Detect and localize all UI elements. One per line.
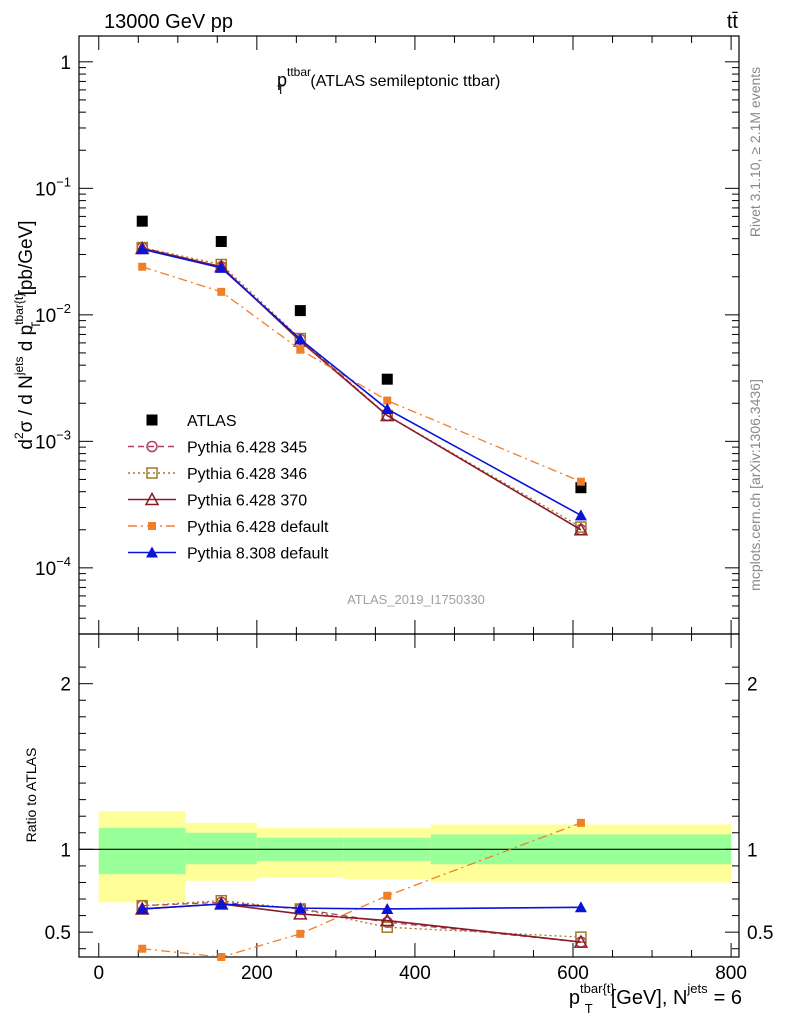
band-inner-0 [98, 827, 186, 875]
header-left: 13000 GeV pp [104, 11, 233, 33]
ratio-point-p8def-2 [294, 902, 307, 914]
main-series-p8def [136, 243, 587, 521]
legend-entry-p6def: Pythia 6.428 default [128, 519, 329, 536]
legend-label-p370: Pythia 6.428 370 [187, 493, 307, 510]
ratio-point-p346-4 [575, 931, 587, 943]
ratio-uncertainty-bands [79, 811, 739, 903]
plot-title: pttbar T (ATLAS semileptonic ttbar) [277, 65, 500, 97]
ratio-point-p6def-2 [296, 929, 305, 938]
ratio-series-p6def [138, 818, 585, 961]
main-y-axis-label: d2σ / d Njets d ptbar{t}T[pb/GeV] [12, 220, 43, 449]
main-point-p6def-2 [296, 345, 305, 354]
main-y-tick-label-1: 10−1 [35, 174, 71, 200]
ratio-plot-frame [78, 633, 740, 958]
header-right: tt̄ [727, 11, 739, 33]
main-point-p8def-4 [574, 509, 587, 521]
axis-frames [78, 35, 740, 958]
main-point-p6def-3 [383, 396, 392, 405]
main-point-p8def-1 [215, 261, 228, 273]
main-series-atlas [136, 215, 587, 494]
ratio-point-p8def-4 [574, 901, 587, 913]
ratio-line-p345 [142, 901, 581, 943]
ratio-y-tick-label-right-1: 1 [747, 840, 758, 861]
legend-label-p6def: Pythia 6.428 default [187, 519, 329, 536]
ratio-y-tick-label-left-0: 0.5 [45, 923, 71, 944]
main-series-p6def [138, 262, 585, 486]
legend-entry-p370: Pythia 6.428 370 [128, 491, 307, 510]
main-line-p346 [142, 246, 582, 528]
legend-entry-p345: Pythia 6.428 345 [128, 440, 307, 457]
title-rest: (ATLAS semileptonic ttbar) [310, 73, 500, 90]
rivet-label: Rivet 3.1.10, ≥ 2.1M events [747, 67, 763, 237]
title-sup: ttbar [287, 65, 311, 79]
legend-entry-p8def: Pythia 8.308 default [128, 546, 329, 563]
legend-marker-p370 [144, 491, 160, 506]
legend-marker-p6def [148, 522, 156, 530]
ratio-point-p346-3 [381, 921, 394, 933]
main-point-atlas-2 [294, 305, 306, 317]
main-point-p6def-0 [138, 262, 147, 271]
band-inner-1 [185, 832, 257, 865]
main-y-tick-label-3: 10−3 [35, 427, 71, 453]
ratio-point-p8def-1 [215, 897, 228, 909]
x-axis-label: ptbar{t} T [GeV], Njets = 6 [569, 981, 742, 1016]
ratio-point-p370-3 [380, 912, 395, 927]
x-tick-label-0: 0 [93, 963, 104, 984]
title-main: p [277, 70, 287, 90]
ratio-y-tick-label-left-1: 1 [60, 840, 71, 861]
main-y-tick-label-4: 10−4 [35, 554, 71, 580]
main-point-p6def-4 [576, 477, 585, 486]
ratio-y-tick-label-right-0: 0.5 [747, 923, 773, 944]
ratio-point-p8def-3 [381, 902, 394, 914]
data-series [134, 215, 589, 961]
watermark: ATLAS_2019_I1750330 [347, 592, 485, 607]
main-point-atlas-3 [381, 373, 393, 385]
ratio-point-p6def-0 [138, 944, 147, 953]
legend-label-p346: Pythia 6.428 346 [187, 466, 307, 483]
legend-marker-p8def [146, 546, 158, 558]
legend-label-p8def: Pythia 8.308 default [187, 546, 329, 563]
ratio-series-p8def [136, 897, 587, 914]
legend: ATLAS Pythia 6.428 345 Pythia 6.428 346 Pyt… [128, 413, 329, 563]
main-point-atlas-4 [575, 482, 587, 494]
mcplots-label: mcplots.cern.ch [arXiv:1306.3436] [747, 379, 763, 591]
x-tick-label-2: 400 [399, 963, 431, 984]
main-point-p8def-3 [381, 403, 394, 415]
ratio-point-p8def-0 [136, 902, 149, 914]
ratio-line-p370 [142, 903, 582, 943]
main-plot-frame [78, 35, 740, 635]
main-y-tick-label-2: 10−2 [35, 301, 71, 327]
ratio-point-p6def-1 [217, 953, 226, 961]
legend-label-atlas: ATLAS [187, 413, 237, 430]
main-point-p370-3 [380, 407, 395, 422]
ratio-point-p6def-4 [576, 818, 585, 827]
ratio-y-tick-label-left-2: 2 [60, 675, 71, 696]
main-point-p8def-2 [294, 333, 307, 345]
main-point-atlas-0 [136, 215, 148, 227]
ratio-point-p370-2 [293, 906, 308, 920]
title-sub: T [277, 83, 285, 97]
legend-label-p345: Pythia 6.428 345 [187, 440, 307, 457]
ratio-y-tick-label-right-2: 2 [747, 675, 758, 696]
x-tick-label-4: 800 [715, 963, 747, 984]
legend-marker-p345 [146, 440, 158, 453]
main-point-p8def-0 [136, 243, 149, 255]
legend-marker-p346 [146, 467, 158, 479]
ratio-point-p370-4 [573, 934, 589, 948]
legend-marker-atlas [146, 414, 158, 426]
ratio-line-p6def [142, 822, 582, 958]
main-point-p370-4 [573, 522, 589, 536]
legend-entry-p346: Pythia 6.428 346 [128, 466, 307, 483]
legend-entry-atlas: ATLAS [146, 413, 237, 430]
main-point-atlas-1 [215, 235, 227, 247]
main-y-tick-label-0: 1 [60, 53, 71, 74]
x-tick-label-3: 600 [557, 963, 589, 984]
x-tick-label-1: 200 [241, 963, 273, 984]
ratio-point-p6def-3 [383, 891, 392, 900]
main-point-p6def-1 [217, 287, 226, 296]
ratio-y-axis-label: Ratio to ATLAS [23, 748, 39, 843]
